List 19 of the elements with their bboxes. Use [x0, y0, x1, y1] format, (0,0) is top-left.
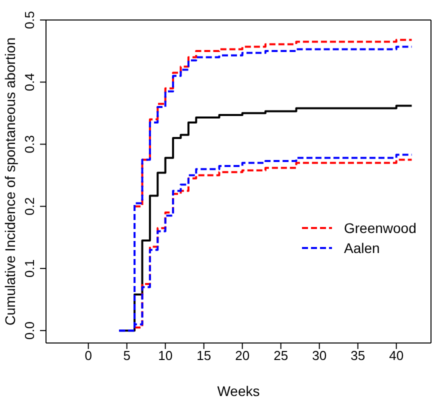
x-tick-label: 25	[274, 348, 288, 364]
x-tick-label: 5	[123, 348, 130, 364]
y-tick-label: 0.1	[22, 259, 37, 278]
x-tick-label: 0	[84, 348, 92, 364]
y-tick-label: 0.4	[22, 73, 37, 92]
y-axis-title: Cumulative Incidence of spontaneous abortion	[2, 38, 18, 326]
x-tick-label: 40	[389, 348, 404, 364]
y-tick-label: 0.2	[22, 197, 37, 216]
x-tick-label: 15	[196, 348, 212, 364]
x-tick-label: 30	[312, 348, 327, 364]
x-tick-label: 35	[350, 348, 366, 364]
x-tick-label: 20	[235, 348, 250, 364]
legend-label: Greenwood	[344, 219, 416, 238]
y-tick-label: 0.0	[22, 322, 37, 340]
x-axis-title: Weeks	[217, 383, 260, 399]
x-tick-label: 10	[158, 348, 173, 364]
legend-label: Aalen	[344, 239, 380, 258]
y-tick-label: 0.5	[22, 10, 37, 30]
y-tick-label: 0.3	[22, 135, 37, 154]
